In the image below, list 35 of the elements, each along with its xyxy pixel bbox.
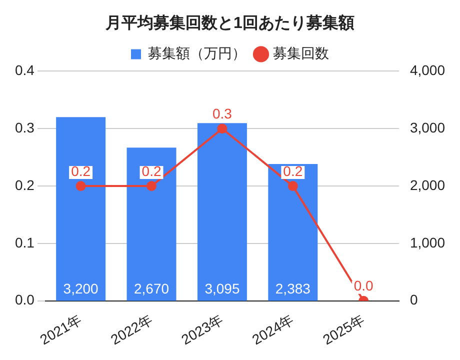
point <box>146 181 157 192</box>
chart-title: 月平均募集回数と1回あたり募集額 <box>104 14 354 32</box>
y-tick-label: 0.2 <box>14 176 35 193</box>
data-label: 0.2 <box>283 162 303 179</box>
bar <box>268 164 318 301</box>
x-tick-label: 2023年 <box>178 311 226 348</box>
data-label: 0.0 <box>354 278 374 294</box>
y-tick-label: 0.4 <box>14 62 35 78</box>
data-label: 3,095 <box>204 280 240 297</box>
y2-tick-label: 2,000 <box>410 176 446 193</box>
data-label: 3,200 <box>63 280 99 297</box>
x-tick-label: 2021年 <box>37 311 84 348</box>
data-label: 0.2 <box>142 162 162 179</box>
data-label: 0.2 <box>71 162 91 179</box>
y-tick-label: 0.0 <box>14 292 35 308</box>
x-tick-label: 2022年 <box>108 311 155 348</box>
bar <box>197 123 247 301</box>
bar <box>126 148 176 301</box>
y2-tick-label: 1,000 <box>410 234 446 250</box>
y2-tick-label: 4,000 <box>410 62 446 78</box>
bar <box>56 117 106 301</box>
y-tick-label: 0.3 <box>14 119 35 136</box>
data-label: 2,383 <box>275 280 311 297</box>
y-tick-label: 0.1 <box>14 234 35 250</box>
data-label: 2,670 <box>134 280 170 297</box>
x-tick-label: 2025年 <box>320 311 368 348</box>
legend-label: 募集回数 <box>273 45 329 62</box>
legend-label: 募集額（万円） <box>148 45 246 62</box>
y2-tick-label: 3,000 <box>410 119 446 136</box>
point <box>217 124 228 134</box>
x-tick-label: 2024年 <box>249 311 296 348</box>
point <box>76 181 86 192</box>
point <box>288 181 298 192</box>
data-label: 0.3 <box>212 105 232 122</box>
y2-tick-label: 0 <box>410 292 418 308</box>
